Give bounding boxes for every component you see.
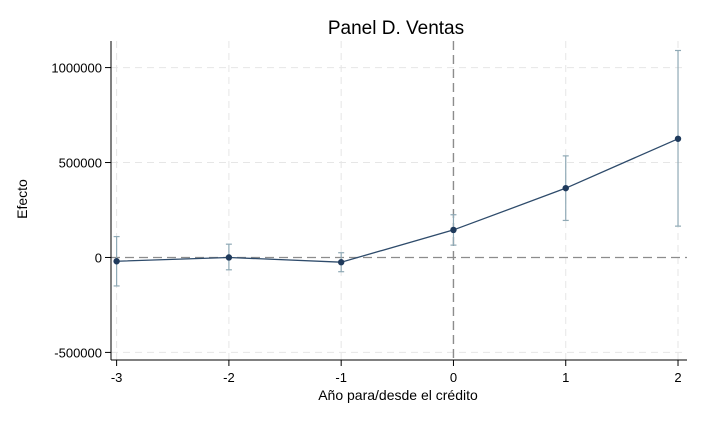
series-line xyxy=(116,138,679,263)
x-tick-label: -1 xyxy=(335,370,347,385)
data-point xyxy=(113,258,120,265)
data-point xyxy=(337,259,345,266)
axes: -500000 0 500000 1000000 -3 -2 -1 0 1 2 xyxy=(51,41,687,385)
data-point xyxy=(225,254,233,261)
data-point xyxy=(674,135,682,142)
y-tick-label: 500000 xyxy=(59,156,102,171)
grid-lines xyxy=(111,41,687,360)
x-tick-label: 1 xyxy=(562,370,569,385)
x-tick-label: -3 xyxy=(111,370,123,385)
chart-title: Panel D. Ventas xyxy=(328,18,464,39)
data-series xyxy=(113,49,682,287)
y-tick-label: 0 xyxy=(95,250,102,265)
y-axis-label: Efecto xyxy=(14,179,30,219)
data-point xyxy=(562,184,569,192)
x-tick-label: 2 xyxy=(674,370,681,385)
x-tick-label: -2 xyxy=(223,370,235,385)
x-axis-label: Año para/desde el crédito xyxy=(318,387,478,403)
x-tick-label: 0 xyxy=(450,370,457,385)
reference-lines xyxy=(111,41,687,360)
data-point xyxy=(450,226,457,234)
y-tick-label: 1000000 xyxy=(51,61,102,76)
y-tick-label: -500000 xyxy=(54,345,102,360)
